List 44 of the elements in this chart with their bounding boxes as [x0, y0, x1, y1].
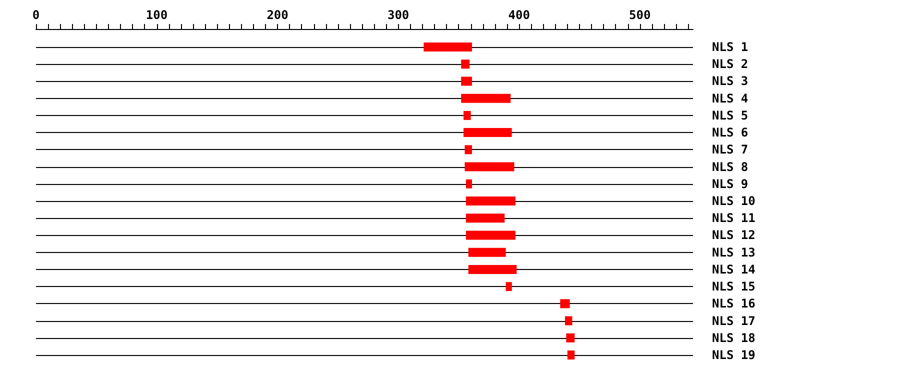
bar [466, 179, 472, 188]
y-tick-label: NLS 12 [712, 228, 756, 242]
y-tick-label: NLS 3 [712, 74, 748, 88]
y-tick-label: NLS 18 [712, 330, 756, 345]
bar [424, 42, 472, 52]
bar [464, 145, 472, 154]
y-tick-label: NLS 11 [712, 211, 756, 226]
bar [464, 162, 514, 172]
bar [566, 333, 575, 342]
x-tick-label: 300 [387, 8, 410, 22]
y-tick-label: NLS 1 [712, 40, 748, 54]
y-tick-label: NLS 14 [712, 262, 756, 276]
y-tick-label: NLS 9 [712, 176, 748, 191]
bar [468, 264, 517, 274]
y-tick-label: NLS 4 [712, 91, 748, 106]
bar [466, 230, 516, 240]
bar [461, 60, 470, 69]
y-tick-label: NLS 19 [712, 348, 756, 362]
y-tick-label: NLS 17 [712, 314, 756, 328]
bar [468, 248, 506, 257]
y-tick-label: NLS 8 [712, 160, 748, 174]
bar [464, 110, 471, 120]
y-tick-label: NLS 5 [712, 108, 748, 122]
bar [461, 76, 472, 86]
y-tick-label: NLS 2 [712, 57, 748, 72]
y-tick-label: NLS 6 [712, 126, 748, 140]
x-tick-label: 500 [629, 8, 651, 22]
x-tick-label: 0 [32, 8, 40, 22]
bar [461, 94, 511, 103]
y-tick-label: NLS 13 [712, 245, 756, 260]
x-tick-label: 200 [266, 8, 288, 22]
y-tick-label: NLS 16 [712, 296, 756, 311]
bar [466, 214, 505, 223]
x-tick-label: 400 [508, 8, 530, 22]
x-tick-label: 100 [146, 8, 168, 22]
bar [466, 196, 516, 206]
y-tick-label: NLS 15 [712, 280, 756, 294]
y-tick-label: NLS 7 [712, 142, 748, 157]
bar [506, 282, 512, 292]
bar [567, 350, 575, 360]
bar [464, 128, 512, 138]
y-tick-label: NLS 10 [712, 194, 756, 208]
bar [560, 299, 570, 308]
bar [564, 316, 572, 326]
